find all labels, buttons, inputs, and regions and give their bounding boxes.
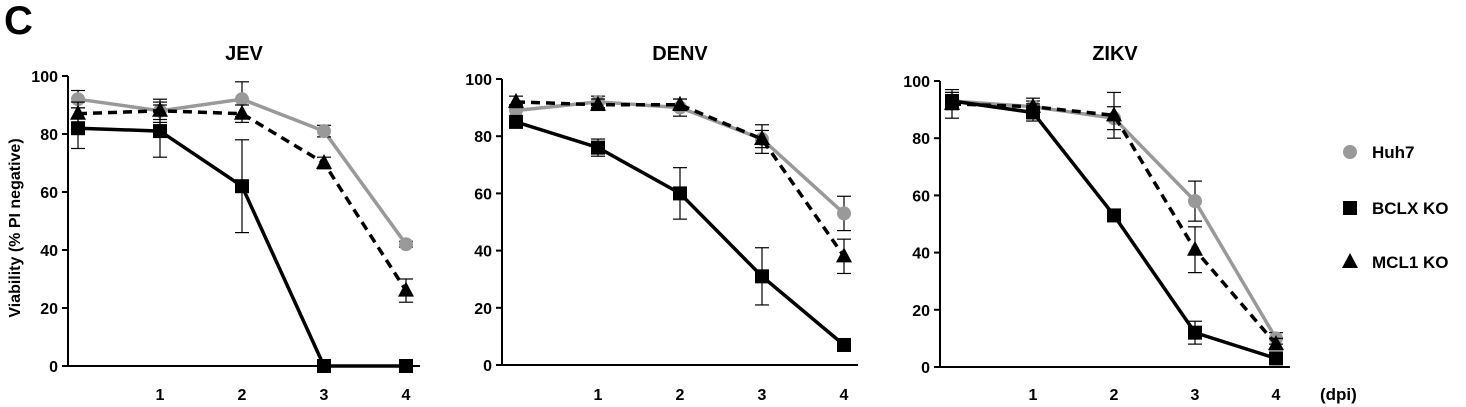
data-point bbox=[235, 179, 249, 194]
legend-marker bbox=[1343, 201, 1357, 215]
data-point bbox=[153, 124, 167, 139]
data-point bbox=[235, 92, 249, 107]
y-tick-label: 40 bbox=[474, 244, 492, 261]
data-point bbox=[398, 281, 414, 297]
series-mcl1-ko bbox=[508, 92, 852, 275]
data-point bbox=[509, 114, 523, 129]
legend-marker bbox=[1342, 253, 1358, 268]
data-point bbox=[1107, 208, 1121, 223]
y-tick-label: 20 bbox=[40, 301, 58, 318]
data-point bbox=[399, 359, 413, 373]
chart-zikv: ZIKV 0 20 40 60 80 100 1 2 3 4 bbox=[903, 43, 1290, 404]
data-point bbox=[590, 95, 606, 111]
x-tick-label: 4 bbox=[1272, 387, 1281, 404]
y-tick-label: 60 bbox=[912, 188, 930, 205]
chart-jev: JEV 0 20 40 60 80 100 1 2 3 4 bbox=[31, 43, 420, 404]
x-unit-label: (dpi) bbox=[1320, 385, 1357, 404]
x-tick-label: 1 bbox=[1029, 387, 1038, 404]
x-tick-label: 3 bbox=[758, 387, 767, 404]
data-point bbox=[1026, 105, 1040, 120]
legend-label: Huh7 bbox=[1372, 143, 1415, 162]
legend-item: MCL1 KO bbox=[1342, 253, 1449, 272]
data-point bbox=[317, 124, 331, 139]
series-line bbox=[515, 120, 846, 347]
panel-label: C bbox=[4, 0, 33, 43]
x-tick-label: 1 bbox=[156, 387, 165, 404]
data-point bbox=[755, 269, 769, 284]
data-point bbox=[837, 337, 851, 352]
x-tick-label: 3 bbox=[320, 387, 329, 404]
y-tick-label: 0 bbox=[483, 358, 492, 375]
data-point bbox=[1188, 325, 1202, 340]
y-tick-label: 0 bbox=[49, 359, 58, 376]
x-tick-label: 1 bbox=[594, 387, 603, 404]
y-tick-label: 100 bbox=[903, 74, 930, 91]
x-tick-label: 3 bbox=[1191, 387, 1200, 404]
x-tick-label: 2 bbox=[1110, 387, 1119, 404]
data-point bbox=[1269, 351, 1283, 366]
data-point bbox=[399, 237, 413, 252]
series-line bbox=[951, 99, 1277, 361]
data-point bbox=[1187, 240, 1203, 256]
data-point bbox=[317, 359, 331, 373]
y-tick-label: 20 bbox=[474, 301, 492, 318]
y-tick-label: 60 bbox=[474, 186, 492, 203]
x-tick-label: 2 bbox=[676, 387, 685, 404]
legend-item: Huh7 bbox=[1343, 143, 1415, 162]
legend-label: MCL1 KO bbox=[1372, 253, 1449, 272]
x-tick-label: 4 bbox=[840, 387, 849, 404]
y-tick-label: 80 bbox=[40, 127, 58, 144]
data-point bbox=[1268, 335, 1284, 351]
series-bclx-ko bbox=[71, 104, 413, 373]
data-point bbox=[1106, 106, 1122, 122]
x-tick-label: 4 bbox=[402, 387, 411, 404]
chart-title: ZIKV bbox=[1092, 43, 1138, 65]
legend-label: BCLX KO bbox=[1372, 199, 1449, 218]
y-tick-label: 100 bbox=[31, 69, 58, 86]
data-point bbox=[673, 186, 687, 201]
chart-denv: DENV 0 20 40 60 80 100 1 2 3 4 bbox=[465, 43, 858, 404]
series-bclx-ko bbox=[945, 91, 1283, 366]
y-axis-label: Viability (% PI negative) bbox=[7, 138, 24, 317]
series-line bbox=[951, 102, 1278, 346]
data-point bbox=[672, 95, 688, 111]
y-tick-label: 0 bbox=[921, 360, 930, 377]
legend-item: BCLX KO bbox=[1343, 199, 1449, 218]
data-point bbox=[591, 140, 605, 155]
data-point bbox=[234, 104, 250, 120]
chart-title: DENV bbox=[652, 43, 708, 65]
data-point bbox=[1188, 194, 1202, 209]
y-tick-label: 100 bbox=[465, 72, 492, 89]
y-tick-label: 40 bbox=[912, 246, 930, 263]
data-point bbox=[836, 247, 852, 263]
y-tick-label: 80 bbox=[474, 129, 492, 146]
y-tick-label: 20 bbox=[912, 303, 930, 320]
chart-title: JEV bbox=[225, 43, 263, 65]
series-bclx-ko bbox=[509, 114, 851, 352]
data-point bbox=[71, 121, 85, 136]
legend-marker bbox=[1343, 145, 1357, 159]
data-point bbox=[945, 94, 959, 109]
y-tick-label: 60 bbox=[40, 185, 58, 202]
series-line bbox=[515, 100, 846, 258]
data-point bbox=[508, 92, 524, 108]
y-tick-label: 40 bbox=[40, 243, 58, 260]
legend: Huh7 BCLX KO MCL1 KO bbox=[1342, 143, 1449, 272]
x-tick-label: 2 bbox=[238, 387, 247, 404]
data-point bbox=[754, 130, 770, 146]
y-tick-label: 80 bbox=[912, 131, 930, 148]
data-point bbox=[316, 154, 332, 169]
data-point bbox=[837, 206, 851, 221]
